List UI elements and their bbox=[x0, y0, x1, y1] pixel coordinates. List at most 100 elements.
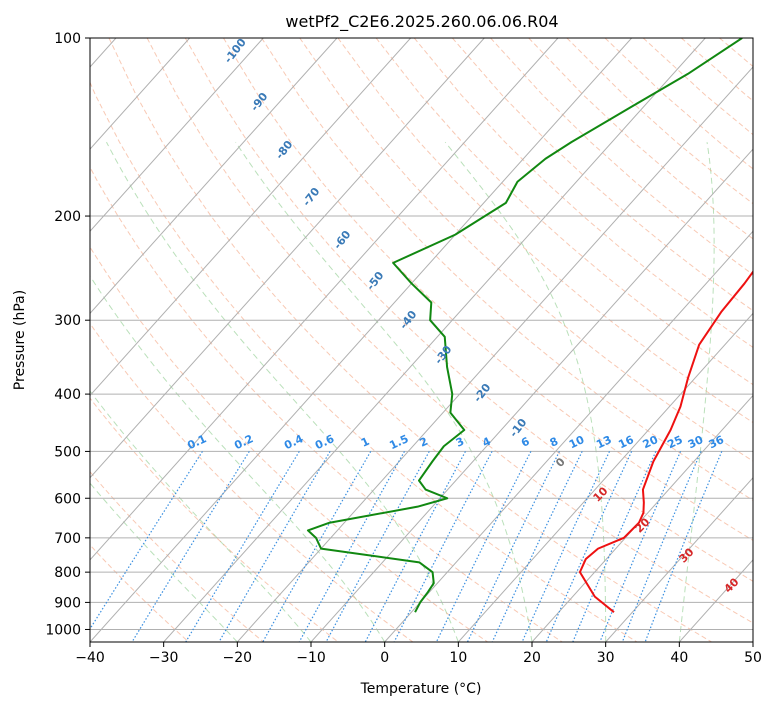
moist-adiabat bbox=[90, 390, 312, 642]
dry-adiabat-lines bbox=[90, 38, 775, 642]
mixing-ratio-line bbox=[545, 451, 633, 642]
mixing-ratio-label: 1.5 bbox=[387, 432, 410, 452]
mixing-ratio-label: 20 bbox=[641, 433, 661, 451]
isotherm-line bbox=[90, 38, 412, 397]
isotherm-line bbox=[90, 38, 559, 561]
dry-adiabat bbox=[719, 38, 753, 68]
y-axis-label: Pressure (hPa) bbox=[12, 290, 28, 390]
isotherm-line bbox=[90, 38, 191, 150]
x-tick-label: 40 bbox=[670, 650, 688, 666]
y-tick-label: 300 bbox=[54, 313, 81, 329]
mixing-ratio-label: 6 bbox=[519, 435, 532, 450]
mixing-ratio-line bbox=[298, 451, 405, 642]
mixing-ratio-line bbox=[262, 451, 372, 642]
isotherm-line bbox=[163, 38, 706, 642]
temperature-line-label: -60 bbox=[331, 228, 354, 252]
mixing-ratio-label: 25 bbox=[665, 433, 684, 451]
dry-adiabat bbox=[566, 38, 753, 205]
dry-adiabat bbox=[261, 38, 753, 501]
dewpoint-line bbox=[306, 38, 743, 613]
mixing-ratio-line bbox=[185, 451, 300, 642]
mixing-ratio-line bbox=[364, 451, 466, 642]
moist-adiabat-label: 0 bbox=[553, 455, 568, 470]
temperature-line-label: -30 bbox=[432, 343, 455, 367]
dry-adiabat bbox=[146, 38, 753, 624]
y-tick-label: 900 bbox=[54, 595, 81, 611]
mixing-ratio-label: 0.4 bbox=[282, 432, 305, 452]
x-tick-label: −30 bbox=[149, 650, 179, 666]
axes: −40 −30 −20 −10 0 10 20 30 40 5010020030040050060… bbox=[45, 31, 762, 666]
mixing-ratio-label: 10 bbox=[567, 433, 587, 451]
mixing-ratio-line bbox=[90, 451, 203, 631]
moist-adiabat bbox=[106, 141, 459, 642]
mixing-ratio-line bbox=[466, 451, 560, 642]
mixing-ratio-line bbox=[644, 451, 723, 642]
dry-adiabat bbox=[90, 81, 638, 642]
mixing-ratio-line bbox=[325, 451, 430, 642]
isotherm-line bbox=[90, 38, 338, 315]
x-tick-label: 30 bbox=[597, 650, 615, 666]
mixing-ratio-label: 36 bbox=[707, 433, 727, 451]
dry-adiabat bbox=[337, 38, 753, 424]
dry-adiabat bbox=[680, 38, 753, 102]
mixing-ratio-lines bbox=[90, 451, 723, 642]
mixing-ratio-label: 16 bbox=[616, 433, 636, 451]
y-tick-label: 400 bbox=[54, 387, 81, 403]
isotherm-line bbox=[90, 38, 633, 642]
x-tick-label: −20 bbox=[223, 650, 253, 666]
line-labels: -100-90-80-70-60-50-40-30-20-100.1 0.2 0.4… bbox=[185, 38, 742, 596]
moist-adiabat-label: 10 bbox=[591, 484, 611, 504]
mixing-ratio-label: 30 bbox=[686, 433, 706, 451]
plot-frame bbox=[89, 37, 754, 643]
isotherm-line bbox=[678, 559, 753, 642]
moist-adiabat-label: 30 bbox=[677, 545, 697, 565]
y-tick-label: 100 bbox=[54, 31, 81, 47]
dry-adiabat bbox=[413, 38, 753, 348]
mixing-ratio-label: 0.6 bbox=[313, 432, 336, 452]
mixing-ratio-line bbox=[621, 451, 702, 642]
isotherm-line bbox=[90, 38, 264, 233]
temperature-line-label: -20 bbox=[471, 381, 494, 405]
dry-adiabat bbox=[90, 322, 414, 642]
mixing-ratio-label: 13 bbox=[594, 433, 613, 451]
moist-adiabat-lines bbox=[90, 141, 715, 642]
dry-adiabat bbox=[758, 38, 775, 642]
y-tick-label: 700 bbox=[54, 531, 81, 547]
series-lines bbox=[306, 38, 753, 613]
mixing-ratio-line bbox=[491, 451, 583, 642]
mixing-ratio-label: 3 bbox=[454, 435, 466, 450]
isotherm-line bbox=[236, 66, 753, 642]
gridlines bbox=[90, 38, 753, 642]
dry-adiabat bbox=[90, 397, 339, 642]
temperature-line-label: -90 bbox=[248, 90, 271, 114]
mixing-ratio-label: 0.1 bbox=[185, 432, 208, 452]
dry-adiabat bbox=[490, 38, 753, 276]
temperature-line-label: -70 bbox=[300, 185, 323, 209]
x-tick-label: 50 bbox=[744, 650, 762, 666]
moist-adiabat bbox=[90, 482, 238, 642]
mixing-ratio-line bbox=[572, 451, 657, 642]
temperature-line-label: -40 bbox=[397, 308, 420, 332]
mixing-ratio-label: 8 bbox=[548, 435, 560, 450]
mixing-ratio-line bbox=[393, 451, 493, 642]
mixing-ratio-label: 1 bbox=[359, 435, 371, 450]
moist-adiabat-label: 20 bbox=[633, 515, 653, 535]
y-tick-label: 500 bbox=[54, 444, 81, 460]
chart-title: wetPf2_C2E6.2025.260.06.06.R04 bbox=[285, 12, 558, 32]
y-tick-label: 200 bbox=[54, 209, 81, 225]
x-tick-label: 0 bbox=[380, 650, 389, 666]
x-axis-label: Temperature (°C) bbox=[360, 681, 482, 697]
x-tick-label: −40 bbox=[75, 650, 105, 666]
dry-adiabat bbox=[90, 246, 488, 642]
isotherm-line bbox=[90, 38, 485, 479]
y-tick-label: 600 bbox=[54, 491, 81, 507]
isotherm-line bbox=[605, 476, 753, 642]
isotherm-line bbox=[457, 312, 753, 642]
dry-adiabat bbox=[375, 38, 753, 386]
mixing-ratio-label: 2 bbox=[418, 435, 430, 450]
dry-adiabat bbox=[642, 38, 753, 136]
moist-adiabat-label: 40 bbox=[722, 575, 742, 595]
isotherm-line bbox=[384, 230, 753, 642]
temperature-line bbox=[578, 270, 753, 613]
